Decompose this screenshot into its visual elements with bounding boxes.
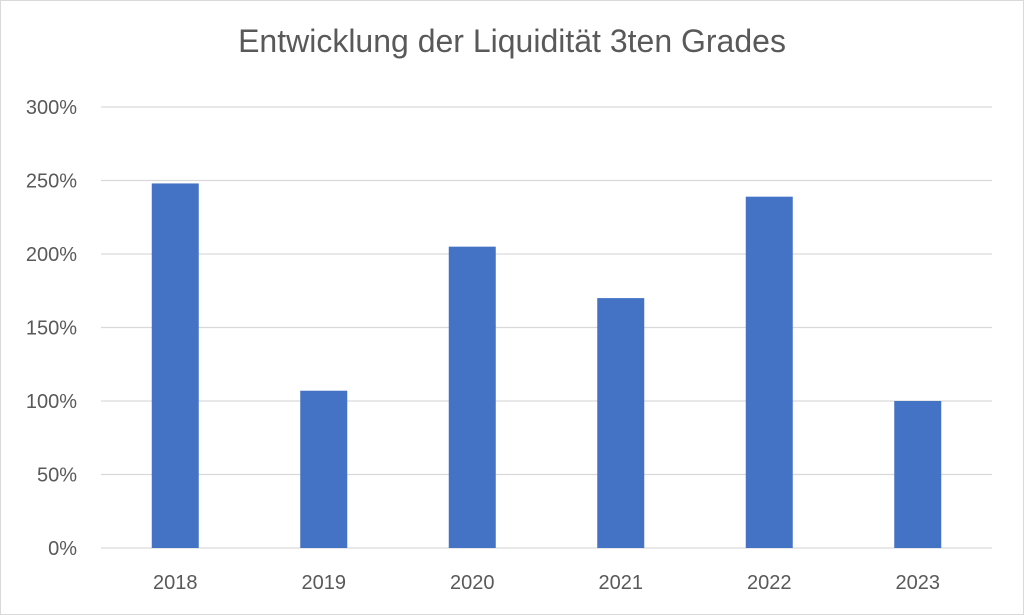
x-tick-label: 2020 [450,572,495,594]
bar-2019 [300,390,348,548]
x-tick-label: 2018 [153,572,198,594]
y-tick-label: 200% [26,244,77,266]
y-tick-label: 50% [37,465,77,487]
x-tick-label: 2019 [302,572,347,594]
chart-title: Entwicklung der Liquidität 3ten Grades [238,23,786,59]
y-tick-label: 0% [48,538,77,560]
x-axis-tick-labels: 2018 2019 2020 2021 2022 2023 [153,572,940,594]
y-axis-tick-labels: 0% 50% 100% 150% 200% 250% 300% [26,97,77,560]
bars [151,183,942,549]
y-tick-label: 250% [26,171,77,193]
x-tick-label: 2023 [896,572,941,594]
bar-2018 [151,183,199,548]
x-tick-label: 2021 [599,572,644,594]
gridlines [101,106,992,549]
bar-2020 [448,246,496,548]
bar-2023 [894,401,942,548]
x-tick-label: 2022 [747,572,792,594]
y-tick-label: 300% [26,97,77,119]
y-tick-label: 150% [26,318,77,340]
bar-2021 [597,298,645,548]
bar-2022 [745,196,793,549]
y-tick-label: 100% [26,391,77,413]
